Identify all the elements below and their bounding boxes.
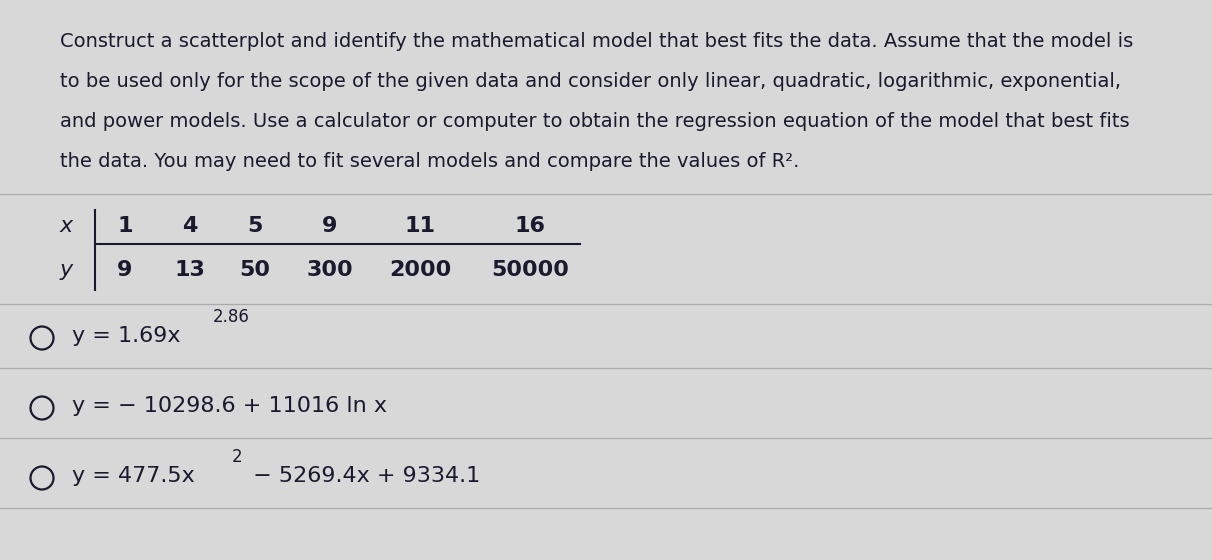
Text: 2.86: 2.86 [213, 308, 250, 326]
Text: 13: 13 [175, 260, 206, 280]
Text: − 5269.4x + 9334.1: − 5269.4x + 9334.1 [246, 466, 480, 486]
Text: 16: 16 [515, 216, 545, 236]
Text: 300: 300 [307, 260, 354, 280]
Text: 5: 5 [247, 216, 263, 236]
Text: 50: 50 [240, 260, 270, 280]
Text: y: y [61, 260, 73, 280]
Text: x: x [61, 216, 73, 236]
Text: 4: 4 [182, 216, 198, 236]
Text: to be used only for the scope of the given data and consider only linear, quadra: to be used only for the scope of the giv… [61, 72, 1121, 91]
Text: 50000: 50000 [491, 260, 568, 280]
Text: 1: 1 [118, 216, 133, 236]
Text: y = 477.5x: y = 477.5x [72, 466, 195, 486]
Text: y = 1.69x: y = 1.69x [72, 326, 181, 346]
Text: 9: 9 [118, 260, 132, 280]
Text: 2000: 2000 [389, 260, 451, 280]
Text: y = − 10298.6 + 11016 ln x: y = − 10298.6 + 11016 ln x [72, 396, 387, 416]
Text: and power models. Use a calculator or computer to obtain the regression equation: and power models. Use a calculator or co… [61, 112, 1130, 131]
Text: 9: 9 [322, 216, 338, 236]
Text: the data. You may need to fit several models and compare the values of R².: the data. You may need to fit several mo… [61, 152, 800, 171]
Text: 2: 2 [231, 448, 242, 466]
Text: Construct a scatterplot and identify the mathematical model that best fits the d: Construct a scatterplot and identify the… [61, 32, 1133, 51]
Text: 11: 11 [405, 216, 435, 236]
